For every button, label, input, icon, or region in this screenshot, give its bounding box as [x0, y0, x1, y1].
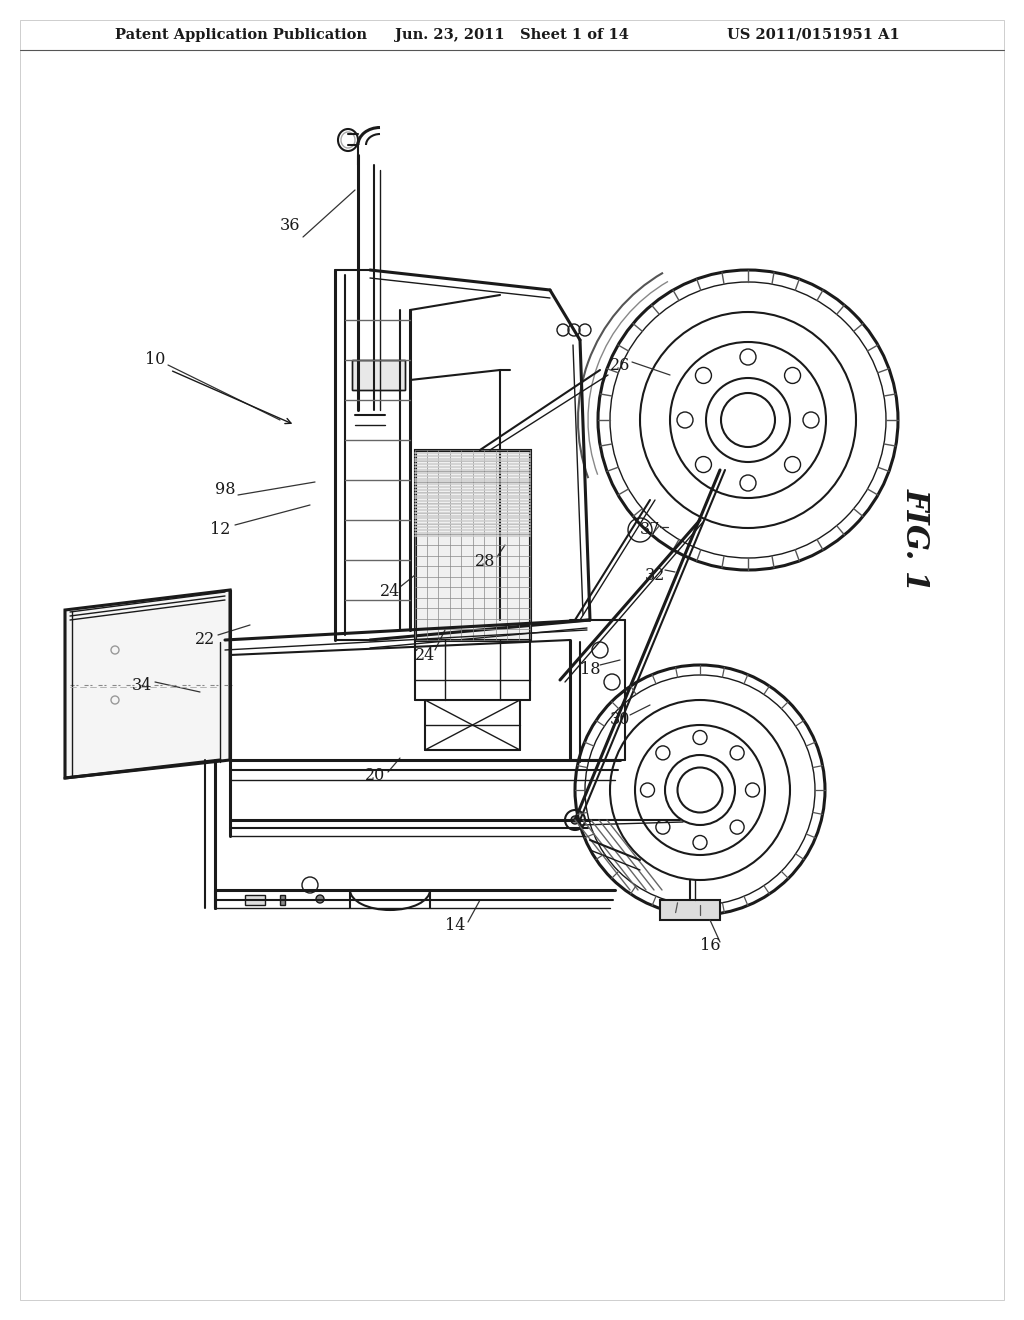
Circle shape: [571, 816, 579, 824]
Text: 24: 24: [415, 647, 435, 664]
Text: 16: 16: [699, 936, 720, 953]
Text: 24: 24: [380, 583, 400, 601]
Text: 37: 37: [640, 521, 660, 539]
Text: 14: 14: [444, 916, 465, 933]
Text: 26: 26: [610, 356, 630, 374]
Text: 22: 22: [195, 631, 215, 648]
Text: 30: 30: [610, 711, 630, 729]
Text: FIG. 1: FIG. 1: [899, 488, 931, 591]
Polygon shape: [415, 450, 530, 640]
Polygon shape: [65, 590, 230, 777]
Text: Patent Application Publication: Patent Application Publication: [115, 28, 367, 42]
Text: 32: 32: [645, 566, 666, 583]
Polygon shape: [245, 895, 265, 906]
Text: 98: 98: [215, 482, 236, 499]
Text: 20: 20: [365, 767, 385, 784]
Text: 36: 36: [280, 216, 300, 234]
Polygon shape: [280, 895, 285, 906]
Polygon shape: [660, 900, 720, 920]
Text: 12: 12: [210, 521, 230, 539]
Text: 28: 28: [475, 553, 496, 570]
Text: Jun. 23, 2011   Sheet 1 of 14: Jun. 23, 2011 Sheet 1 of 14: [395, 28, 629, 42]
Text: US 2011/0151951 A1: US 2011/0151951 A1: [727, 28, 900, 42]
Text: 18: 18: [580, 661, 600, 678]
Text: 10: 10: [144, 351, 165, 368]
Circle shape: [316, 895, 324, 903]
Polygon shape: [352, 360, 406, 389]
Text: 34: 34: [132, 676, 153, 693]
